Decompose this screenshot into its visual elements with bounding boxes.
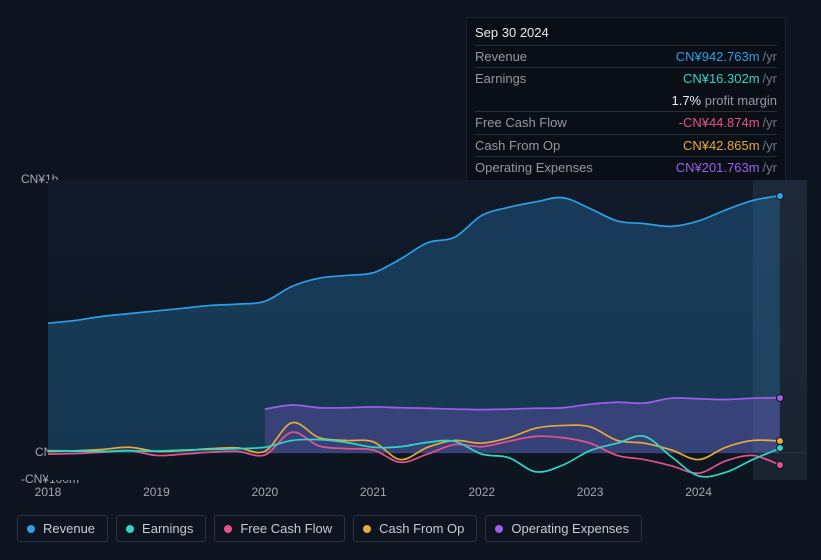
tooltip-row: Free Cash Flow-CN¥44.874m/yr	[475, 111, 777, 134]
x-axis-label: 2020	[251, 485, 278, 499]
legend-item-opex[interactable]: Operating Expenses	[485, 515, 642, 542]
x-axis-label: 2019	[143, 485, 170, 499]
tooltip-margin-row: 1.7% profit margin	[475, 90, 777, 112]
legend-label: Cash From Op	[379, 521, 464, 536]
legend-item-revenue[interactable]: Revenue	[17, 515, 108, 542]
x-axis-label: 2021	[360, 485, 387, 499]
legend-item-cfo[interactable]: Cash From Op	[353, 515, 477, 542]
x-axis-label: 2023	[577, 485, 604, 499]
legend-label: Operating Expenses	[511, 521, 629, 536]
tooltip-date: Sep 30 2024	[475, 24, 777, 45]
tooltip-row: RevenueCN¥942.763m/yr	[475, 45, 777, 68]
tooltip-row: Operating ExpensesCN¥201.763m/yr	[475, 156, 777, 179]
chart-legend: Revenue Earnings Free Cash Flow Cash From O…	[17, 515, 642, 542]
legend-swatch-icon	[224, 525, 232, 533]
hover-marker-fcf	[776, 461, 784, 469]
legend-item-fcf[interactable]: Free Cash Flow	[214, 515, 345, 542]
tooltip-row: EarningsCN¥16.302m/yr	[475, 67, 777, 90]
legend-label: Revenue	[43, 521, 95, 536]
legend-item-earnings[interactable]: Earnings	[116, 515, 206, 542]
x-axis-label: 2022	[468, 485, 495, 499]
legend-label: Free Cash Flow	[240, 521, 332, 536]
legend-label: Earnings	[142, 521, 193, 536]
chart-plot-area[interactable]	[48, 180, 807, 480]
hover-marker-earnings	[776, 444, 784, 452]
chart-tooltip: Sep 30 2024RevenueCN¥942.763m/yrEarnings…	[466, 17, 786, 186]
hover-marker-revenue	[776, 192, 784, 200]
legend-swatch-icon	[27, 525, 35, 533]
x-axis-label: 2024	[685, 485, 712, 499]
legend-swatch-icon	[495, 525, 503, 533]
x-axis-label: 2018	[35, 485, 62, 499]
legend-swatch-icon	[126, 525, 134, 533]
legend-swatch-icon	[363, 525, 371, 533]
hover-marker-opex	[776, 394, 784, 402]
tooltip-row: Cash From OpCN¥42.865m/yr	[475, 134, 777, 157]
